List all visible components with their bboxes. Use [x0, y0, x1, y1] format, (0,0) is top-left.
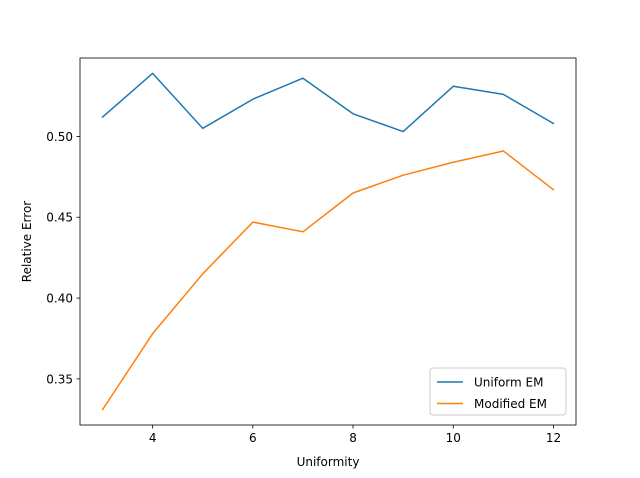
legend-box	[429, 367, 567, 416]
x-tick-label: 10	[446, 431, 461, 445]
y-tick-label: 0.40	[46, 292, 73, 306]
series-line-1	[101, 150, 555, 411]
y-tick-label: 0.45	[46, 211, 73, 225]
x-tick-label: 12	[546, 431, 561, 445]
y-tick-label: 0.35	[46, 372, 73, 386]
series-layer	[101, 72, 555, 411]
y-axis-ticks: 0.35 0.40 0.45 0.50	[46, 130, 80, 386]
legend: Uniform EM Modified EM	[429, 367, 567, 416]
axes-frame	[79, 57, 577, 426]
x-tick-label: 8	[349, 431, 357, 445]
legend-label: Modified EM	[474, 397, 547, 411]
legend-label: Uniform EM	[474, 376, 543, 390]
series-line-0	[101, 72, 555, 133]
y-axis-label: Relative Error	[20, 201, 34, 283]
x-axis-label: Uniformity	[297, 455, 360, 469]
x-axis-ticks: 4 6 8 10 12	[149, 425, 561, 445]
y-tick-label: 0.50	[46, 130, 73, 144]
x-tick-label: 6	[249, 431, 257, 445]
x-tick-label: 4	[149, 431, 157, 445]
